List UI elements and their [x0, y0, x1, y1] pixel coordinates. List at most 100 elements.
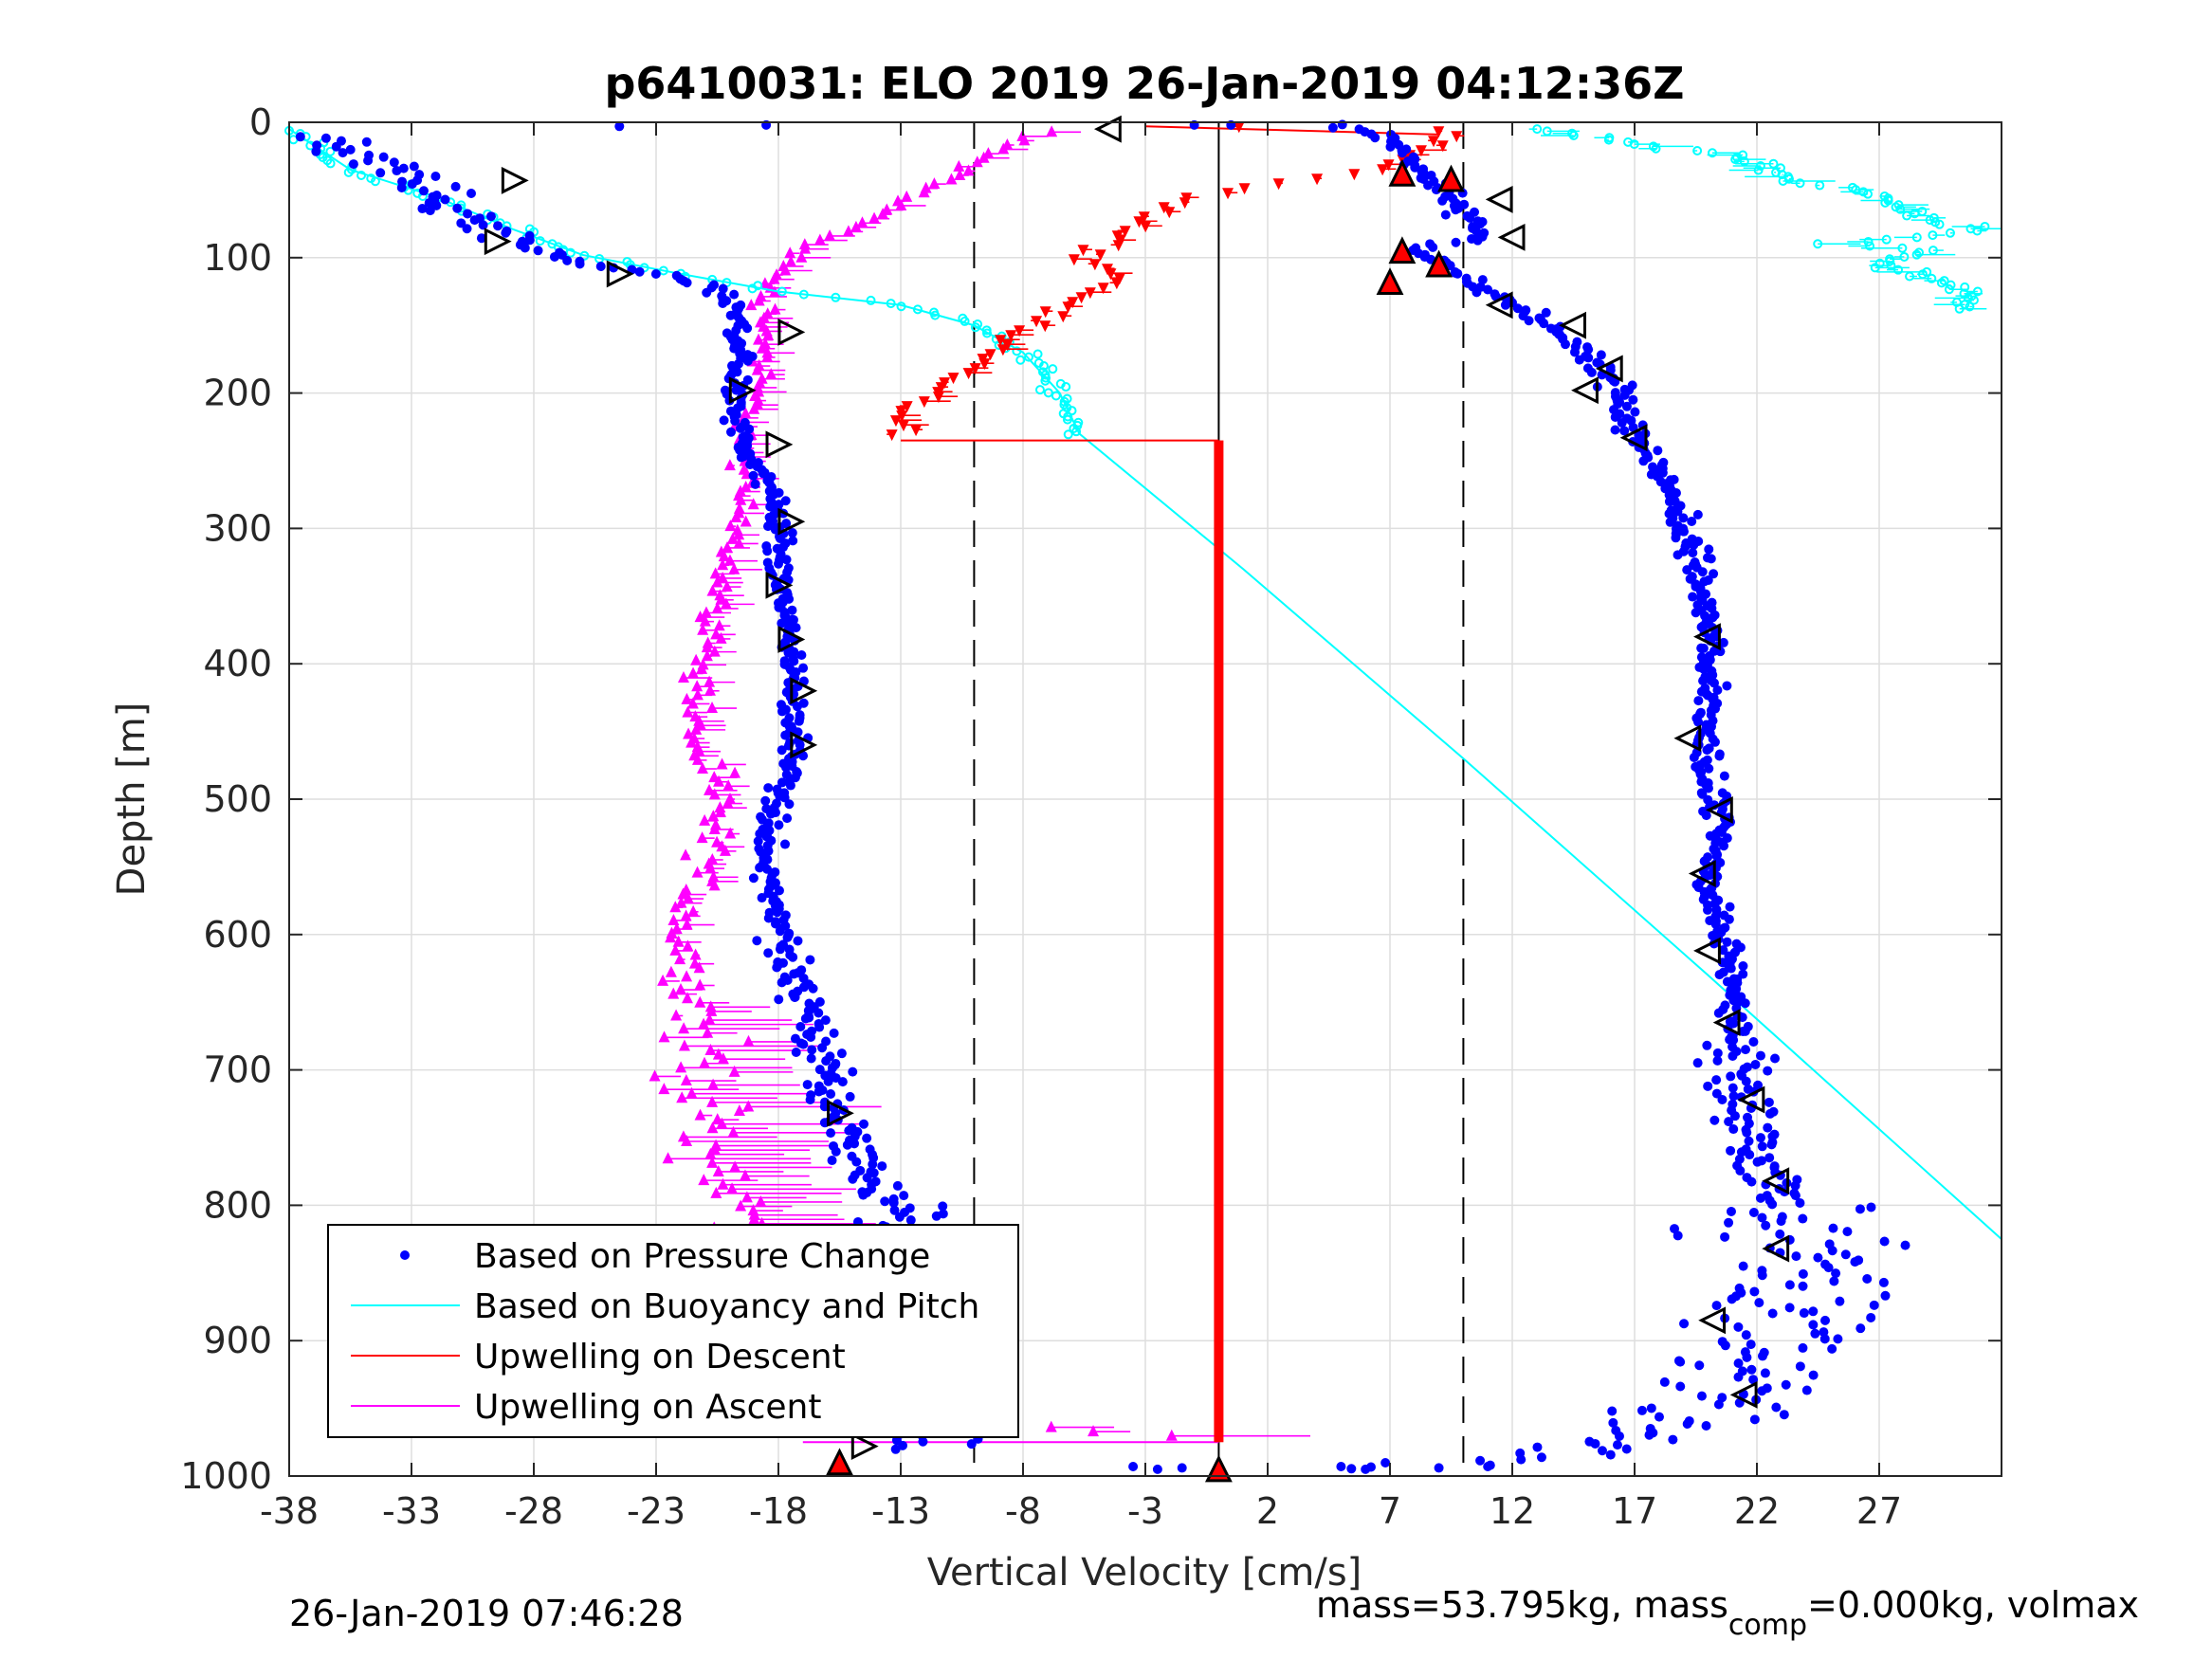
ascent-point: [740, 515, 752, 527]
descent-point: [995, 335, 1007, 347]
ascent-point: [735, 493, 747, 505]
pressure-point: [1673, 550, 1683, 560]
ascent-point: [728, 1065, 740, 1077]
pressure-point: [1711, 1075, 1722, 1085]
ascent-point: [706, 702, 719, 714]
ascent-point: [693, 744, 705, 757]
pressure-point: [794, 716, 804, 726]
pressure-point: [763, 948, 774, 958]
pressure-point: [763, 913, 774, 923]
pressure-point: [868, 1168, 879, 1178]
descent-point: [901, 401, 913, 413]
descent-constant-band: [1214, 440, 1224, 1443]
pressure-point: [1728, 1091, 1739, 1102]
footer-mass-subscript: comp: [1728, 1609, 1807, 1642]
footer-mass-suffix: =0.000kg, volmax: [1807, 1584, 2139, 1626]
direction-marker: [1712, 1009, 1741, 1037]
ascent-point: [665, 931, 677, 943]
ascent-point: [762, 329, 775, 341]
ascent-point: [680, 1074, 692, 1086]
pressure-point: [1709, 569, 1719, 579]
pressure-point: [348, 159, 358, 170]
ascent-point: [678, 1039, 690, 1051]
descent-point: [1140, 221, 1152, 233]
pressure-point: [1440, 210, 1451, 220]
pressure-point: [1583, 353, 1594, 363]
direction-marker: [790, 677, 818, 705]
direction-marker: [606, 260, 634, 288]
pressure-point: [1776, 1216, 1786, 1227]
pressure-point: [1385, 141, 1396, 152]
pressure-point: [424, 198, 434, 209]
buoyancy-point: [777, 286, 787, 297]
pressure-point: [905, 1215, 916, 1226]
pressure-point: [774, 994, 784, 1005]
buoyancy-point: [1928, 230, 1938, 241]
pressure-point: [826, 1089, 836, 1100]
buoyancy-point: [1795, 178, 1805, 189]
pressure-point: [1675, 1381, 1686, 1392]
ascent-point: [649, 1069, 661, 1082]
pressure-point: [858, 1190, 868, 1200]
pressure-point: [1465, 212, 1475, 223]
direction-marker: [1571, 376, 1599, 405]
buoyancy-point: [1893, 264, 1904, 275]
pressure-point: [1445, 261, 1455, 271]
pressure-point: [1819, 1334, 1830, 1344]
buoyancy-point: [1033, 349, 1043, 359]
buoyancy-point: [970, 322, 980, 333]
ascent-point: [761, 350, 774, 362]
ascent-point: [674, 983, 686, 995]
pressure-point: [899, 1191, 909, 1201]
pressure-point: [1766, 1139, 1777, 1150]
pressure-point: [1744, 1136, 1754, 1146]
ascent-point: [674, 953, 686, 965]
descent-point: [918, 396, 930, 409]
descent-point: [978, 358, 991, 371]
pressure-point: [894, 1212, 905, 1222]
pressure-point: [1703, 1081, 1713, 1091]
pressure-point: [1541, 307, 1551, 318]
pressure-point: [1717, 1094, 1728, 1104]
descent-point: [1094, 249, 1106, 262]
pressure-point: [320, 133, 331, 143]
descent-point: [1272, 178, 1285, 191]
pressure-point: [1659, 1376, 1670, 1387]
pressure-point: [1900, 1240, 1910, 1250]
pressure-point: [1688, 592, 1698, 602]
ascent-point: [698, 1056, 710, 1068]
ascent-point: [682, 992, 694, 1004]
pressure-point: [418, 186, 429, 196]
ascent-point: [711, 575, 723, 588]
pressure-point: [774, 885, 784, 896]
ascent-point: [726, 532, 739, 544]
x-tick-label: -28: [504, 1490, 563, 1532]
pressure-point: [1617, 417, 1627, 428]
pressure-point: [1673, 506, 1683, 517]
pressure-point: [1745, 1150, 1755, 1160]
pressure-point: [1628, 394, 1638, 405]
ascent-point: [842, 225, 854, 237]
ascent-point: [707, 1078, 720, 1090]
pressure-point: [1720, 1340, 1730, 1351]
ascent-point: [971, 155, 983, 168]
descent-point: [1075, 292, 1088, 304]
pressure-point: [430, 171, 441, 181]
ascent-point: [735, 1199, 747, 1212]
pressure-point: [1472, 235, 1483, 246]
pressure-point: [780, 730, 791, 740]
pressure-point: [890, 1444, 901, 1454]
ascent-point: [669, 901, 682, 913]
pressure-point: [826, 1128, 836, 1139]
pressure-point: [476, 233, 486, 244]
pressure-point: [533, 246, 543, 256]
descent-point: [996, 344, 1009, 356]
pressure-point: [1791, 1251, 1801, 1262]
direction-marker: [827, 1099, 854, 1127]
buoyancy-point: [1945, 228, 1955, 238]
pressure-point: [742, 356, 753, 366]
pressure-point: [1596, 350, 1606, 360]
buoyancy-point: [1015, 355, 1026, 365]
buoyancy-point: [1603, 135, 1614, 145]
pressure-point: [1128, 1462, 1139, 1472]
